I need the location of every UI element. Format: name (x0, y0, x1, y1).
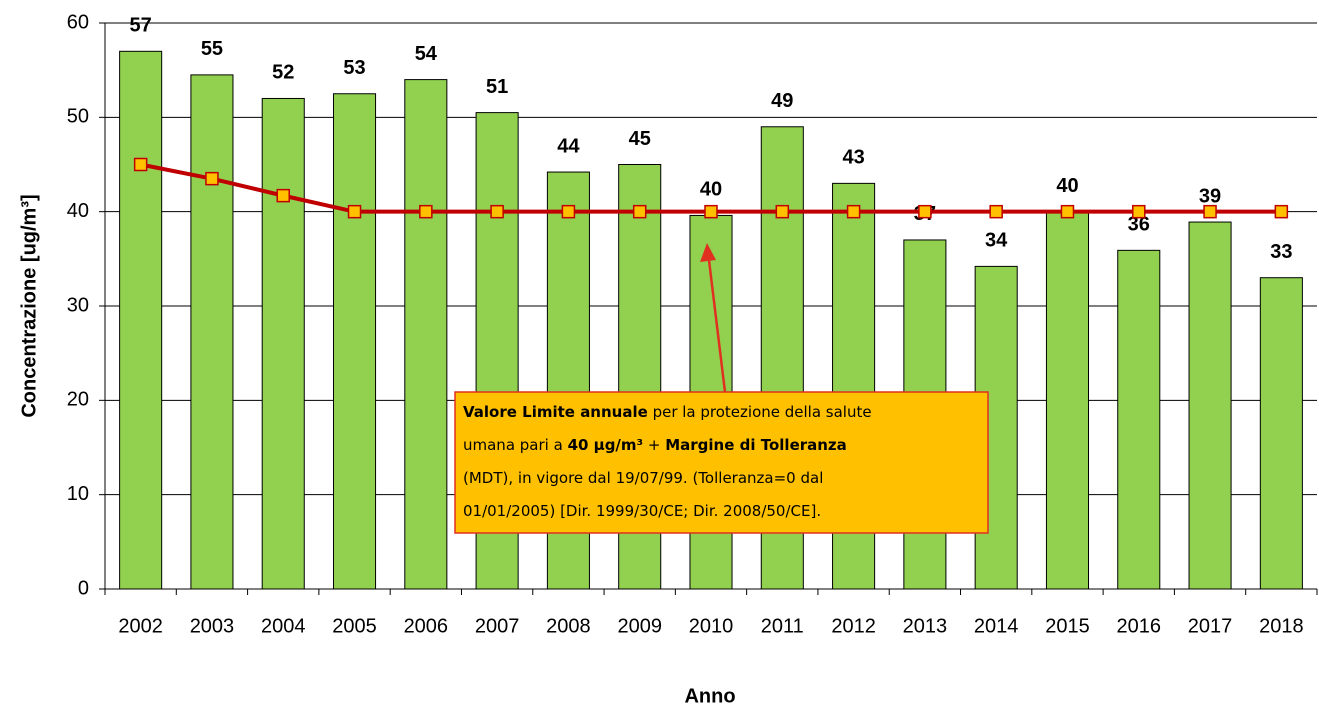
annotation-line: Valore Limite annuale per la protezione … (463, 403, 872, 421)
arrow-head (700, 243, 716, 262)
marker (846, 204, 861, 219)
value-label: 55 (201, 38, 223, 60)
annotation-line: 01/01/2005) [Dir. 1999/30/CE; Dir. 2008/… (463, 502, 821, 520)
marker (1274, 204, 1289, 219)
value-label: 40 (1056, 175, 1078, 197)
x-tick-label: 2003 (190, 615, 235, 637)
marker (918, 204, 932, 219)
value-label: 51 (486, 76, 508, 98)
marker (632, 204, 647, 219)
bar (1045, 211, 1090, 590)
x-tick-label: 2017 (1188, 615, 1233, 637)
annotation-run: (MDT), in vigore dal 19/07/99. (Tolleran… (463, 469, 823, 487)
x-tick-label: 2011 (761, 615, 804, 637)
annotation-run: per la protezione della salute (648, 403, 872, 421)
bar (119, 50, 163, 590)
marker (775, 204, 790, 219)
x-axis-label: Anno (684, 685, 735, 707)
x-tick-label: 2015 (1045, 615, 1090, 637)
annotation-run: + (643, 436, 665, 454)
x-tick-label: 2008 (546, 615, 591, 637)
bar (1259, 277, 1303, 590)
x-tick-label: 2006 (404, 615, 449, 637)
marker (1203, 204, 1217, 219)
y-tick-label: 50 (67, 106, 89, 128)
marker (561, 204, 576, 219)
value-label: 49 (771, 90, 793, 112)
x-tick-label: 2007 (475, 615, 520, 637)
value-label: 54 (415, 43, 438, 65)
marker (490, 204, 504, 219)
annotation-run: 40 µg/m³ (568, 436, 644, 454)
x-tick-label: 2012 (831, 615, 876, 637)
bar (1117, 249, 1161, 590)
annotation-run: Margine di Tolleranza (665, 436, 847, 454)
value-label: 45 (629, 128, 651, 150)
value-label: 57 (130, 15, 152, 37)
value-label: 40 (700, 179, 722, 201)
x-tick-label: 2010 (689, 615, 734, 637)
y-tick-label: 30 (67, 294, 89, 316)
value-label: 43 (842, 147, 864, 169)
marker (205, 171, 219, 186)
value-label: 36 (1128, 214, 1150, 236)
value-label: 33 (1270, 241, 1292, 263)
value-label: 34 (985, 230, 1008, 252)
y-axis-label: Concentrazione [ug/m³] (18, 194, 40, 417)
x-tick-label: 2013 (903, 615, 948, 637)
marker (347, 204, 362, 219)
x-tick-label: 2004 (261, 615, 306, 637)
x-tick-label: 2016 (1117, 615, 1162, 637)
x-tick-label: 2014 (974, 615, 1019, 637)
marker (989, 204, 1003, 219)
marker (133, 157, 148, 172)
marker (419, 204, 433, 219)
x-tick-label: 2005 (332, 615, 377, 637)
marker (1132, 204, 1146, 219)
x-tick-label: 2018 (1259, 615, 1304, 637)
bar (1188, 221, 1232, 590)
y-tick-label: 0 (78, 577, 89, 599)
annotation-run: 01/01/2005) [Dir. 1999/30/CE; Dir. 2008/… (463, 502, 821, 520)
marker (704, 204, 718, 219)
annotation-run: umana pari a (463, 436, 568, 454)
value-label: 44 (557, 135, 580, 157)
marker (1060, 204, 1075, 219)
y-tick-label: 10 (67, 483, 89, 505)
value-label: 53 (343, 57, 365, 79)
annotation-line: umana pari a 40 µg/m³ + Margine di Tolle… (463, 436, 847, 454)
bar (261, 97, 305, 590)
value-label: 39 (1199, 185, 1221, 207)
value-label: 52 (272, 62, 294, 84)
y-tick-label: 60 (67, 11, 89, 33)
annotation-box (454, 391, 989, 534)
x-tick-label: 2002 (118, 615, 163, 637)
y-tick-label: 40 (67, 200, 89, 222)
bar (190, 74, 234, 590)
annotation-line: (MDT), in vigore dal 19/07/99. (Tolleran… (463, 469, 823, 487)
annotation-arrow (706, 251, 727, 393)
x-tick-label: 2009 (617, 615, 662, 637)
bar (404, 79, 448, 590)
marker (276, 188, 290, 203)
annotation-run: Valore Limite annuale (463, 403, 648, 421)
y-tick-label: 20 (67, 389, 89, 411)
bar (332, 93, 377, 590)
